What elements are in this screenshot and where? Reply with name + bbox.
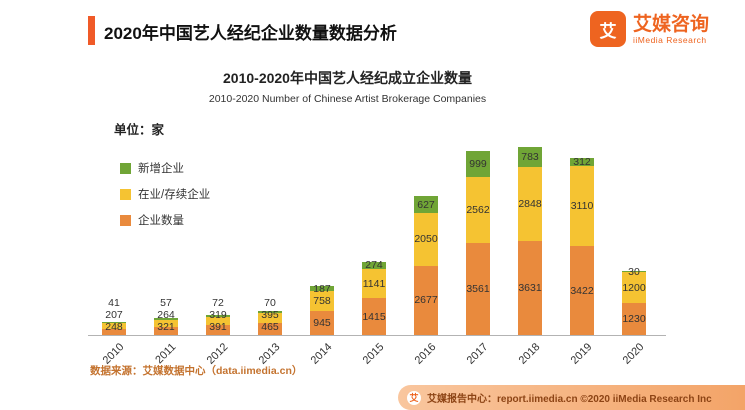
bar-value-label-2017-在业/存续企业: 2562 — [466, 203, 490, 216]
legend-label: 新增企业 — [138, 163, 184, 175]
bar-value-label-2020-企业数量: 1230 — [622, 313, 646, 326]
bar-segment-2016-在业/存续企业 — [414, 212, 438, 266]
legend-item-新增企业: 新增企业 — [120, 160, 210, 176]
bar-segment-2020-企业数量 — [622, 303, 646, 335]
bar-value-label-2011-企业数量: 321 — [157, 321, 175, 333]
bar-segment-2016-新增企业 — [414, 196, 438, 213]
footer-ribbon: 艾 艾媒报告中心：report.iimedia.cn ©2020 iiMedia… — [398, 385, 745, 410]
bar-value-label-2015-在业/存续企业: 1141 — [362, 277, 386, 290]
bar-value-label-2016-企业数量: 2677 — [414, 294, 438, 307]
bar-segment-2019-在业/存续企业 — [570, 165, 594, 247]
bar-value-label-2018-在业/存续企业: 2848 — [518, 198, 542, 211]
legend-swatch-icon — [120, 214, 131, 226]
bar-segment-2011-在业/存续企业 — [154, 319, 178, 327]
unit-label: 单位：家 — [114, 123, 165, 137]
bar-value-label-2013-企业数量: 465 — [261, 321, 279, 333]
iimedia-logo-icon: 艾 — [589, 11, 626, 47]
bar-value-label-2020-新增企业: 30 — [628, 265, 640, 278]
bar-value-label-2016-新增企业: 627 — [417, 198, 435, 211]
bar-value-label-2011-新增企业: 57 — [160, 297, 172, 309]
chart-title: 2010-2020年中国艺人经纪成立企业数量 — [223, 70, 472, 86]
bar-segment-2017-新增企业 — [466, 150, 490, 177]
bar-segment-2013-新增企业 — [258, 310, 282, 313]
bar-segment-2012-在业/存续企业 — [206, 316, 230, 325]
legend-item-企业数量: 企业数量 — [120, 212, 210, 228]
title-accent-bar — [88, 16, 95, 45]
legend-label: 在业/存续企业 — [138, 189, 211, 201]
bar-segment-2010-新增企业 — [102, 322, 126, 324]
x-tick-label-2015: 2015 — [360, 341, 387, 367]
bar-segment-2018-在业/存续企业 — [518, 167, 542, 241]
logo-text-cn: 艾媒咨询 — [632, 13, 709, 35]
bar-value-label-2019-在业/存续企业: 3110 — [570, 200, 594, 213]
bar-segment-2017-在业/存续企业 — [466, 176, 490, 243]
bar-value-label-2013-在业/存续企业: 395 — [261, 309, 279, 321]
bar-value-label-2020-在业/存续企业: 1200 — [622, 281, 646, 294]
bar-segment-2011-新增企业 — [154, 318, 178, 320]
bar-segment-2013-在业/存续企业 — [258, 312, 282, 323]
bar-segment-2010-在业/存续企业 — [102, 323, 126, 329]
bar-value-label-2010-在业/存续企业: 207 — [105, 309, 123, 321]
bar-segment-2010-企业数量 — [102, 328, 126, 335]
bar-segment-2016-企业数量 — [414, 265, 438, 335]
bar-value-label-2013-新增企业: 70 — [264, 297, 276, 309]
bar-segment-2020-新增企业 — [622, 271, 646, 273]
bar-value-label-2012-新增企业: 72 — [212, 297, 224, 309]
iimedia-logo: 艾 艾媒咨询 iiMedia Research — [589, 11, 709, 47]
iimedia-logo-text: 艾媒咨询 iiMedia Research — [633, 14, 709, 45]
bar-value-label-2019-企业数量: 3422 — [570, 284, 594, 297]
bar-segment-2019-新增企业 — [570, 157, 594, 166]
legend-item-在业/存续企业: 在业/存续企业 — [120, 186, 210, 202]
bar-segment-2019-企业数量 — [570, 246, 594, 335]
bar-value-label-2012-在业/存续企业: 319 — [209, 309, 227, 321]
legend-swatch-icon — [120, 188, 131, 200]
chart-legend: 新增企业在业/存续企业 企业数量 — [120, 160, 210, 238]
bar-value-label-2017-企业数量: 3561 — [466, 282, 490, 295]
bar-value-label-2011-在业/存续企业: 264 — [157, 309, 175, 321]
chart-subtitle: 2010-2020 Number of Chinese Artist Broke… — [208, 93, 487, 105]
bar-value-label-2015-企业数量: 1415 — [362, 310, 386, 323]
bar-segment-2014-在业/存续企业 — [310, 290, 334, 311]
bar-value-label-2015-新增企业: 274 — [365, 259, 383, 272]
bar-segment-2014-新增企业 — [310, 286, 334, 291]
bar-value-label-2016-在业/存续企业: 2050 — [414, 233, 438, 246]
bar-segment-2015-在业/存续企业 — [362, 268, 386, 299]
footer-ribbon-logo-icon: 艾 — [407, 390, 421, 405]
bar-segment-2012-企业数量 — [206, 324, 230, 335]
bar-value-label-2014-新增企业: 187 — [313, 282, 331, 295]
bar-segment-2015-新增企业 — [362, 261, 386, 269]
bar-segment-2012-新增企业 — [206, 314, 230, 317]
bar-segment-2011-企业数量 — [154, 326, 178, 335]
bar-segment-2014-企业数量 — [310, 310, 334, 335]
bar-value-label-2018-企业数量: 3631 — [518, 282, 542, 294]
page-title: 2020年中国艺人经纪企业数量数据分析 — [104, 24, 397, 43]
bar-value-label-2010-企业数量: 248 — [105, 321, 123, 333]
bar-segment-2015-企业数量 — [362, 298, 386, 335]
logo-text-en: iiMedia Research — [632, 34, 707, 45]
bar-chart-plot-area: 248 207 41 321 264 57 391 319 72 465 395 70 945 758 18… — [88, 142, 666, 336]
legend-label: 企业数量 — [138, 215, 184, 227]
footer-ribbon-text: 艾媒报告中心：report.iimedia.cn ©2020 iiMedia R… — [427, 394, 712, 405]
bar-value-label-2017-新增企业: 999 — [469, 157, 487, 170]
bar-value-label-2014-在业/存续企业: 758 — [313, 294, 331, 307]
bar-value-label-2012-企业数量: 391 — [209, 321, 227, 333]
bar-segment-2017-企业数量 — [466, 242, 490, 335]
bar-value-label-2018-新增企业: 783 — [521, 151, 539, 164]
legend-swatch-icon — [120, 162, 131, 174]
data-source-note: 数据来源：艾媒数据中心（data.iimedia.cn） — [90, 365, 303, 377]
bar-segment-2013-企业数量 — [258, 322, 282, 335]
bar-value-label-2010-新增企业: 41 — [108, 297, 120, 309]
bar-value-label-2014-企业数量: 945 — [313, 316, 331, 329]
bar-segment-2018-企业数量 — [518, 241, 542, 335]
bar-segment-2018-新增企业 — [518, 147, 542, 168]
bar-segment-2020-在业/存续企业 — [622, 272, 646, 304]
bar-value-label-2019-新增企业: 312 — [573, 155, 591, 168]
